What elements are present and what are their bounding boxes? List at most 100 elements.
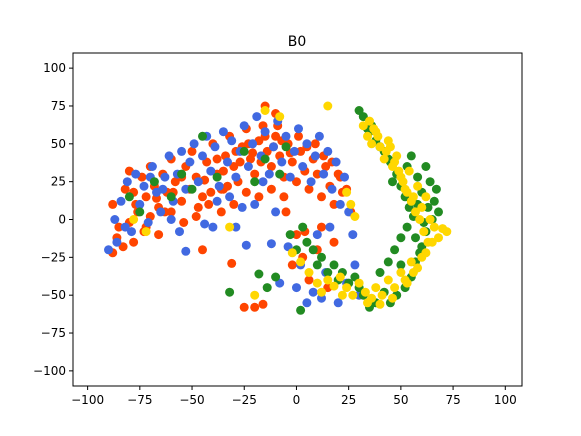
scatter-point bbox=[350, 212, 360, 221]
scatter-point bbox=[248, 139, 258, 149]
scatter-point bbox=[354, 278, 364, 288]
scatter-point bbox=[335, 272, 345, 282]
scatter-point bbox=[394, 166, 404, 176]
scatter-point bbox=[104, 245, 113, 255]
scatter-point bbox=[271, 272, 281, 282]
scatter-point bbox=[377, 290, 387, 300]
scatter-point bbox=[375, 142, 385, 152]
scatter-point bbox=[225, 192, 235, 202]
scatter-point bbox=[388, 293, 397, 303]
scatter-point bbox=[187, 184, 197, 194]
scatter-point bbox=[225, 287, 235, 297]
scatter-point bbox=[419, 227, 429, 237]
scatter-point bbox=[193, 177, 203, 187]
scatter-point bbox=[204, 199, 214, 209]
scatter-point bbox=[312, 260, 322, 270]
scatter-point bbox=[317, 287, 326, 297]
x-tick-label: −75 bbox=[127, 393, 152, 407]
x-tick-label: 100 bbox=[494, 393, 517, 407]
scatter-point bbox=[149, 177, 159, 187]
scatter-point bbox=[281, 142, 291, 152]
scatter-point bbox=[289, 146, 299, 156]
scatter-point bbox=[304, 184, 314, 194]
scatter-point bbox=[398, 177, 408, 187]
scatter-point bbox=[120, 184, 130, 194]
scatter-point bbox=[277, 157, 287, 167]
scatter-point bbox=[200, 219, 210, 229]
scatter-point bbox=[216, 207, 226, 217]
scatter-point bbox=[166, 207, 176, 217]
scatter-point bbox=[254, 269, 264, 279]
scatter-point bbox=[275, 112, 285, 122]
scatter-point bbox=[304, 268, 314, 277]
scatter-point bbox=[110, 215, 120, 224]
scatter-point bbox=[131, 169, 141, 179]
scatter-point bbox=[371, 283, 381, 293]
scatter-point bbox=[310, 151, 320, 161]
scatter-point bbox=[296, 305, 306, 315]
scatter-point bbox=[298, 162, 308, 171]
scatter-point bbox=[302, 139, 312, 149]
scatter-point bbox=[266, 184, 276, 194]
scatter-point bbox=[279, 192, 289, 202]
x-tick-label: −100 bbox=[71, 393, 104, 407]
scatter-point bbox=[406, 196, 416, 206]
y-tick-label: −75 bbox=[41, 326, 66, 340]
scatter-point bbox=[346, 199, 356, 209]
scatter-point bbox=[262, 283, 272, 293]
scatter-point bbox=[198, 192, 207, 202]
scatter-point bbox=[363, 131, 372, 141]
y-tick-label: 25 bbox=[51, 175, 66, 189]
scatter-point bbox=[177, 196, 187, 206]
scatter-point bbox=[396, 260, 406, 270]
scatter-point bbox=[129, 237, 139, 247]
scatter-point bbox=[227, 258, 237, 268]
scatter-point bbox=[417, 252, 427, 262]
scatter-point bbox=[429, 196, 439, 206]
scatter-point bbox=[304, 275, 314, 285]
scatter-point bbox=[141, 192, 151, 202]
scatter-point bbox=[185, 157, 195, 167]
data-points bbox=[104, 101, 452, 315]
scatter-point bbox=[239, 302, 249, 312]
scatter-point bbox=[312, 230, 322, 240]
scatter-point bbox=[191, 212, 201, 221]
scatter-point bbox=[225, 222, 235, 232]
scatter-point bbox=[396, 268, 406, 277]
scatter-point bbox=[198, 245, 207, 255]
scatter-point bbox=[235, 157, 245, 167]
scatter-point bbox=[388, 177, 397, 187]
scatter-point bbox=[383, 257, 393, 267]
scatter-point bbox=[166, 192, 176, 202]
scatter-point bbox=[431, 184, 441, 194]
scatter-point bbox=[429, 222, 439, 232]
scatter-point bbox=[212, 154, 222, 164]
scatter-point bbox=[375, 299, 385, 309]
scatter-point bbox=[317, 222, 326, 232]
scatter-point bbox=[227, 136, 237, 146]
scatter-point bbox=[423, 237, 433, 247]
scatter-point bbox=[177, 169, 187, 179]
scatter-point bbox=[408, 268, 418, 277]
scatter-point bbox=[254, 192, 264, 202]
scatter-point bbox=[271, 131, 281, 141]
scatter-point bbox=[411, 233, 420, 243]
x-tick-label: 0 bbox=[293, 393, 301, 407]
scatter-point bbox=[390, 245, 400, 255]
scatter-point bbox=[262, 146, 272, 156]
y-tick-label: 75 bbox=[51, 99, 66, 113]
scatter-point bbox=[287, 260, 297, 270]
scatter-point bbox=[210, 142, 220, 152]
scatter-point bbox=[367, 139, 377, 149]
scatter-point bbox=[250, 290, 260, 300]
chart-title: B0 bbox=[288, 34, 307, 50]
plot-area-frame bbox=[72, 52, 523, 387]
scatter-point bbox=[331, 157, 341, 167]
scatter-point bbox=[179, 218, 189, 227]
scatter-point bbox=[442, 227, 452, 237]
scatter-point bbox=[143, 218, 153, 227]
scatter-point bbox=[325, 222, 335, 232]
scatter-point bbox=[260, 106, 270, 115]
scatter-point bbox=[260, 154, 270, 164]
scatter-point bbox=[310, 139, 320, 149]
